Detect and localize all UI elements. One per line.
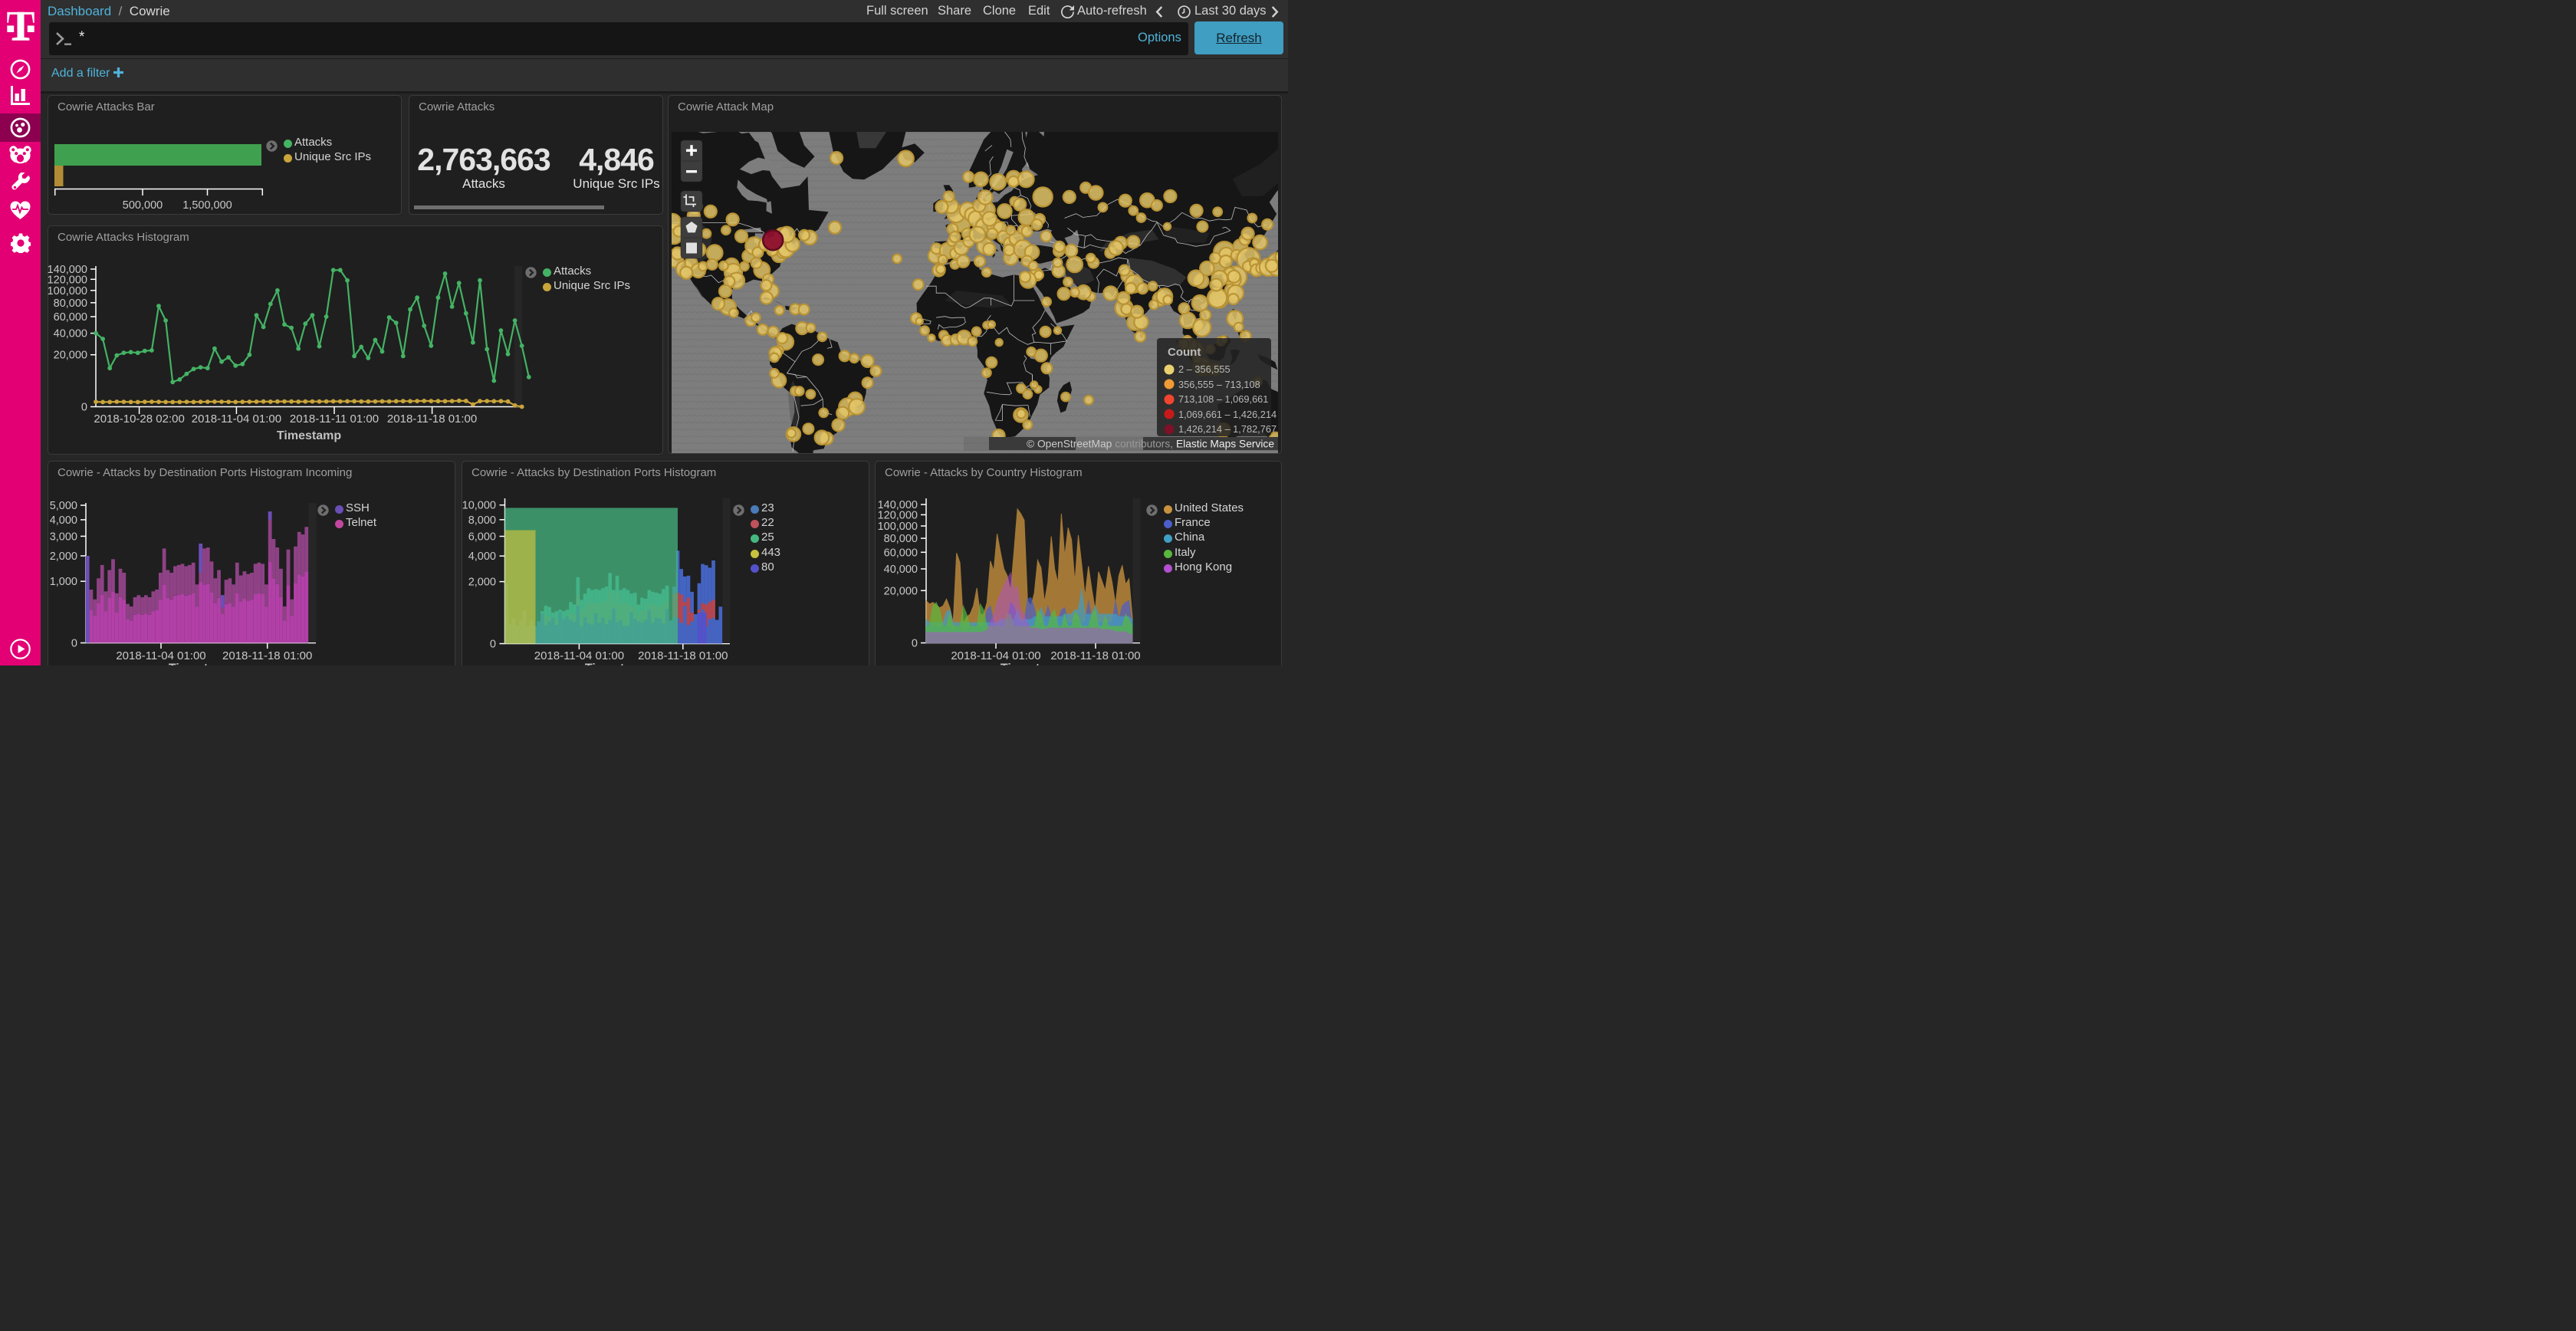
svg-text:Timestamp: Timestamp [169, 662, 233, 666]
svg-text:40,000: 40,000 [54, 328, 87, 340]
svg-text:120,000: 120,000 [48, 274, 87, 286]
svg-text:60,000: 60,000 [54, 311, 87, 324]
svg-text:140,000: 140,000 [878, 499, 918, 511]
svg-text:2018-11-18 01:00: 2018-11-18 01:00 [638, 649, 728, 662]
svg-text:1,069,661 – 1,426,214: 1,069,661 – 1,426,214 [1178, 409, 1276, 420]
svg-text:3,000: 3,000 [50, 531, 77, 543]
svg-text:20,000: 20,000 [884, 585, 918, 597]
svg-text:0: 0 [490, 639, 496, 651]
svg-text:100,000: 100,000 [878, 521, 918, 533]
svg-text:Timestamp: Timestamp [585, 662, 649, 666]
svg-text:Count: Count [1168, 346, 1201, 359]
svg-text:80,000: 80,000 [884, 533, 918, 545]
svg-text:120,000: 120,000 [878, 509, 918, 521]
svg-text:4,000: 4,000 [50, 514, 77, 527]
svg-text:2018-10-28 02:00: 2018-10-28 02:00 [94, 412, 184, 426]
svg-text:4,000: 4,000 [468, 550, 496, 563]
svg-text:2018-11-11 01:00: 2018-11-11 01:00 [290, 412, 379, 426]
svg-text:60,000: 60,000 [884, 547, 918, 559]
svg-text:Timestamp: Timestamp [277, 429, 341, 442]
svg-text:Timestamp: Timestamp [1001, 662, 1065, 666]
svg-text:2 – 356,555: 2 – 356,555 [1178, 363, 1230, 375]
svg-text:2018-11-18 01:00: 2018-11-18 01:00 [387, 412, 477, 426]
svg-text:2018-11-04 01:00: 2018-11-04 01:00 [534, 649, 624, 662]
svg-text:2018-11-04 01:00: 2018-11-04 01:00 [116, 649, 205, 662]
svg-text:2018-11-18 01:00: 2018-11-18 01:00 [222, 649, 312, 662]
svg-text:2018-11-04 01:00: 2018-11-04 01:00 [192, 412, 281, 426]
svg-text:2,000: 2,000 [50, 550, 77, 563]
svg-text:0: 0 [912, 638, 918, 650]
svg-text:20,000: 20,000 [54, 350, 87, 362]
svg-text:1,500,000: 1,500,000 [182, 199, 232, 212]
svg-text:500,000: 500,000 [123, 199, 163, 212]
svg-text:10,000: 10,000 [462, 500, 496, 512]
svg-text:0: 0 [81, 402, 87, 414]
svg-text:1,000: 1,000 [50, 576, 77, 588]
svg-text:0: 0 [71, 638, 77, 650]
svg-text:2,000: 2,000 [468, 577, 496, 589]
svg-text:356,555 – 713,108: 356,555 – 713,108 [1178, 379, 1260, 390]
svg-text:100,000: 100,000 [48, 285, 87, 297]
svg-text:6,000: 6,000 [468, 531, 496, 544]
svg-text:80,000: 80,000 [54, 297, 87, 310]
svg-text:8,000: 8,000 [468, 514, 496, 527]
svg-text:1,426,214 – 1,782,767: 1,426,214 – 1,782,767 [1178, 423, 1276, 435]
svg-text:2018-11-04 01:00: 2018-11-04 01:00 [951, 649, 1040, 662]
svg-text:713,108 – 1,069,661: 713,108 – 1,069,661 [1178, 393, 1268, 405]
svg-text:40,000: 40,000 [884, 564, 918, 576]
svg-text:140,000: 140,000 [48, 264, 87, 276]
svg-text:2018-11-18 01:00: 2018-11-18 01:00 [1050, 649, 1140, 662]
svg-text:5,000: 5,000 [50, 500, 77, 512]
svg-text:© OpenStreetMap contributors,: © OpenStreetMap contributors, Elastic Ma… [1027, 439, 1274, 450]
